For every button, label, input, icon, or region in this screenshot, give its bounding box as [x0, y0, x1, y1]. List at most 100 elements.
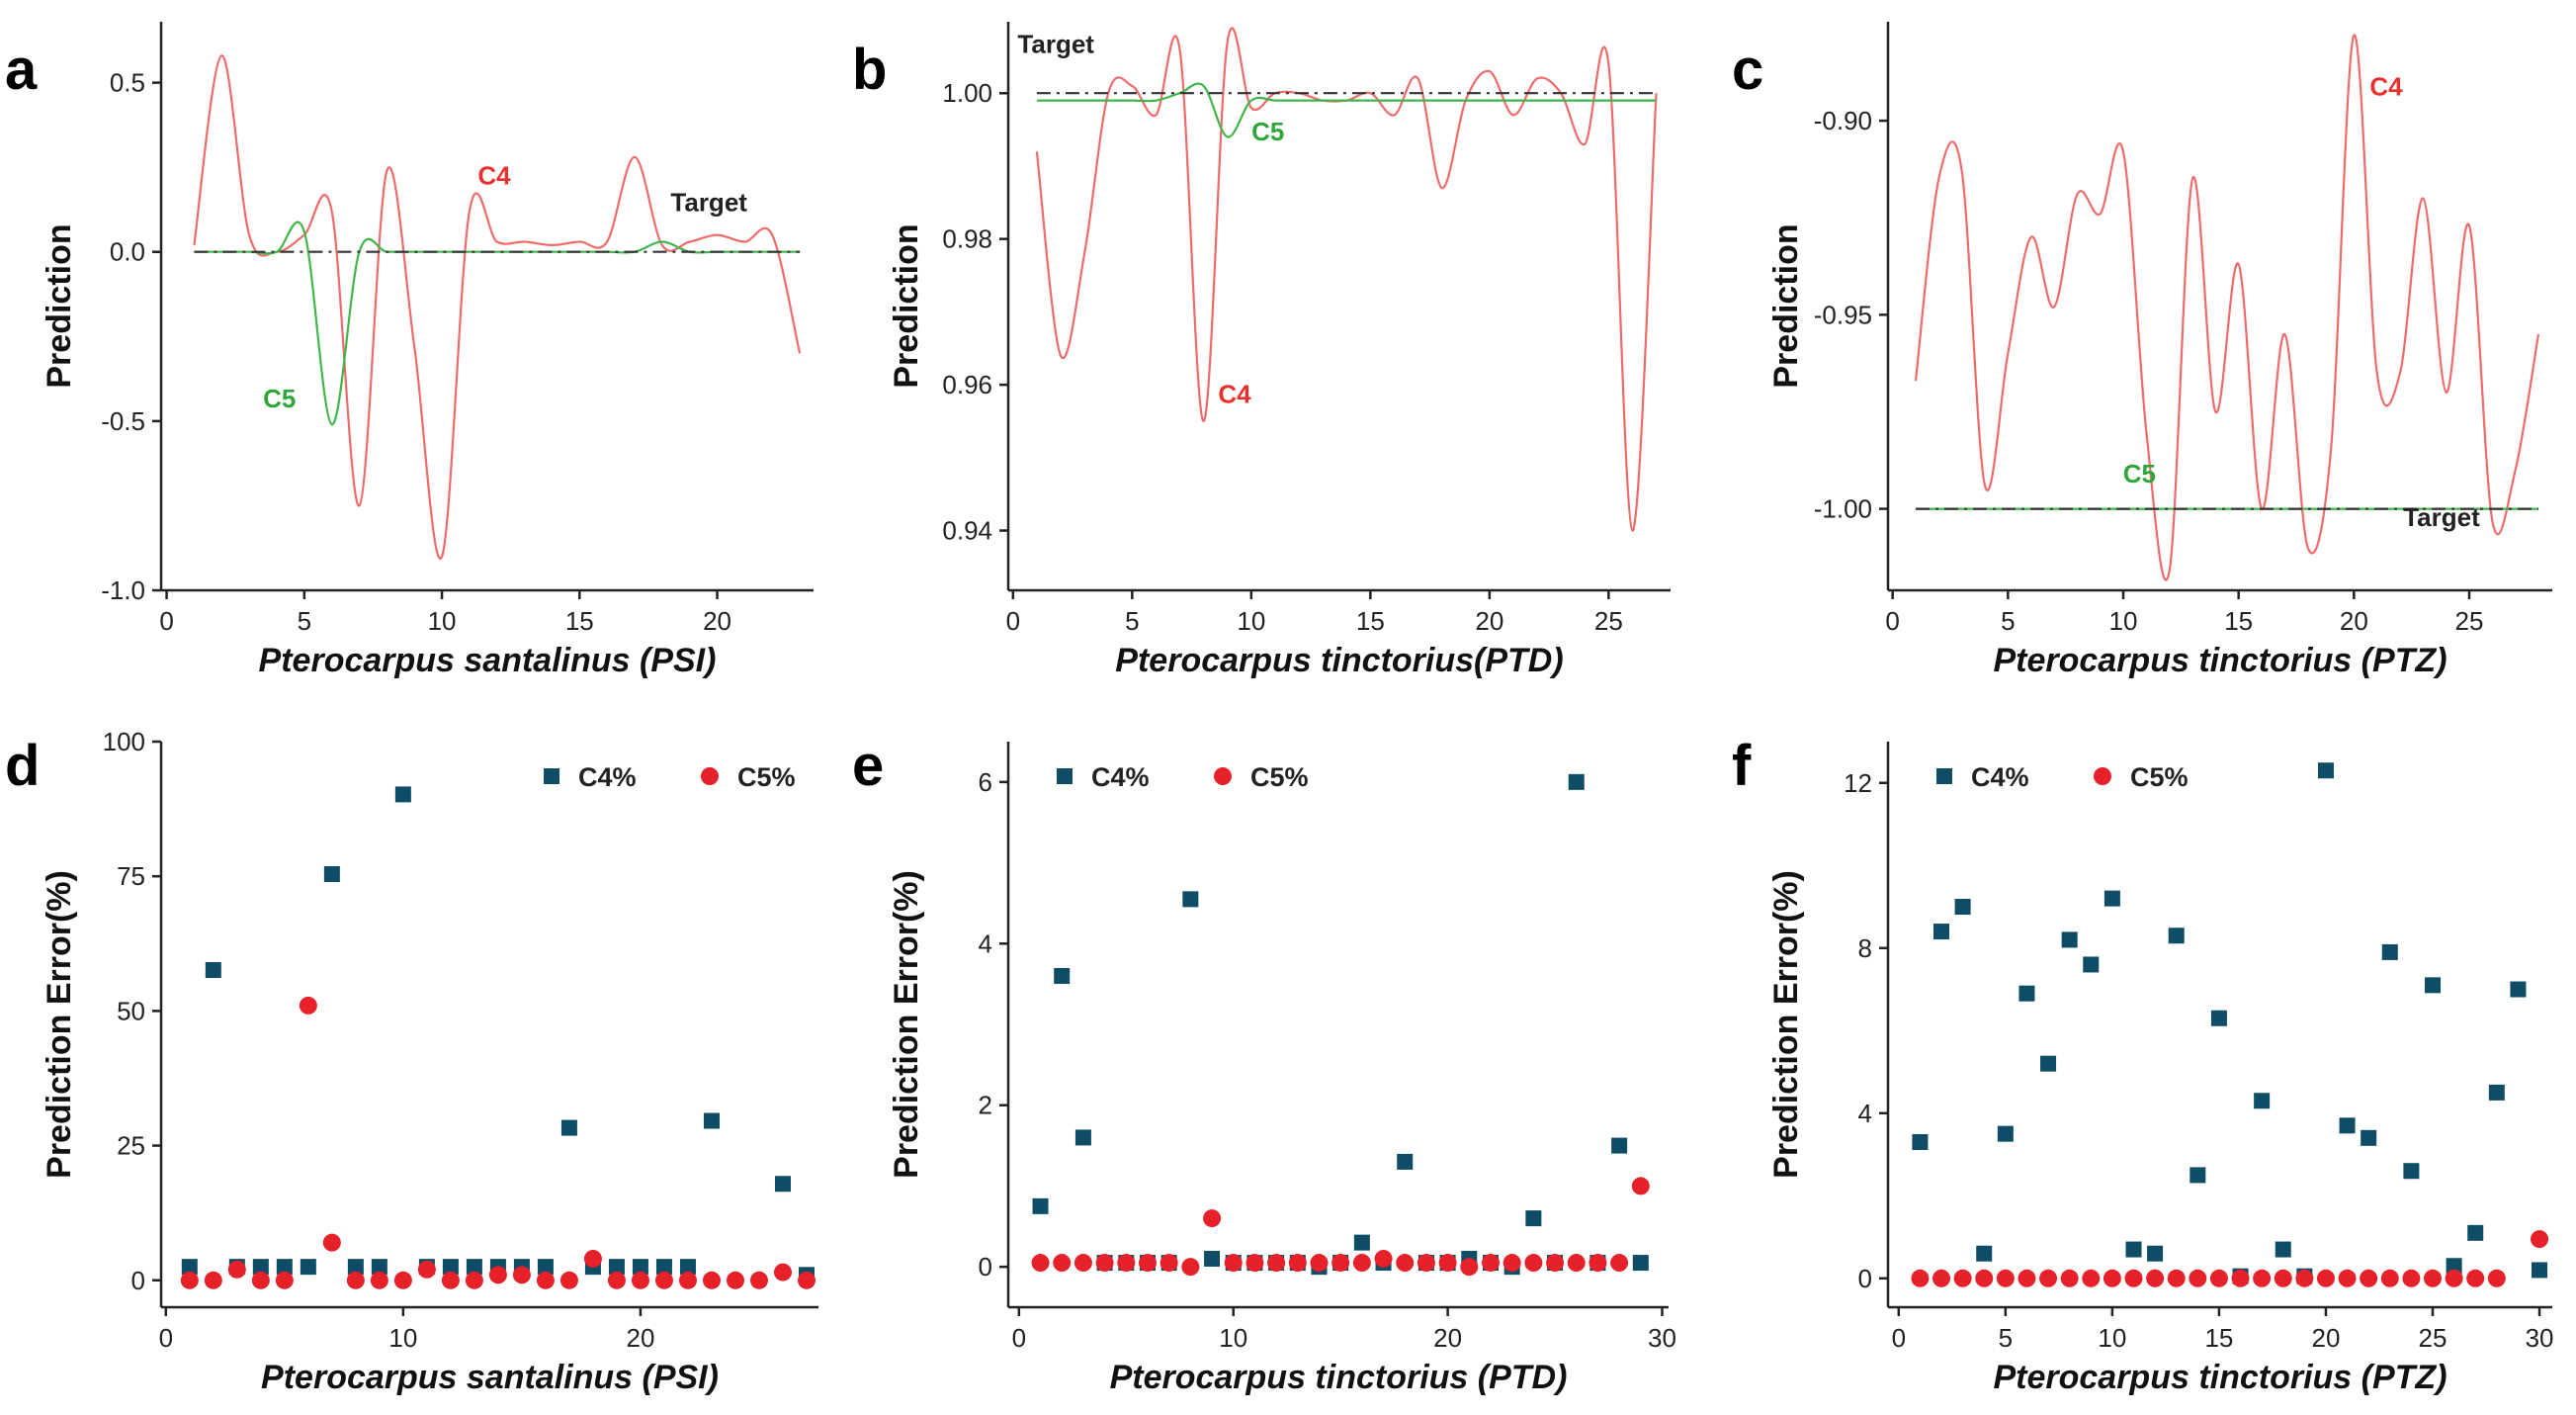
marker-c5	[536, 1271, 555, 1289]
x-tick-label: 25	[1594, 606, 1623, 636]
series-line-c4	[193, 54, 802, 560]
marker-c4	[2339, 1117, 2356, 1134]
y-tick-label: 0.5	[110, 68, 145, 98]
marker-c4	[1997, 1125, 2014, 1142]
marker-c4	[1397, 1153, 1414, 1170]
marker-c4	[679, 1259, 696, 1276]
x-axis-title: Pterocarpus tinctorius (PTZ)	[1993, 642, 2447, 679]
marker-c5	[1203, 1209, 1222, 1228]
marker-c4	[703, 1112, 720, 1129]
marker-c4	[252, 1259, 269, 1276]
marker-c4	[1954, 899, 1971, 916]
marker-c4	[632, 1259, 648, 1276]
marker-c5	[2531, 1230, 2549, 1249]
marker-c5	[1159, 1254, 1178, 1273]
marker-c4	[2424, 977, 2441, 994]
annotation-target: Target	[2403, 502, 2480, 532]
marker-c4	[560, 1119, 577, 1136]
x-tick-label: 20	[2311, 1323, 2340, 1353]
marker-c4	[394, 786, 411, 803]
panel-e: e 0 10 20 30 0 2 4 6 Pterocarpus tinctorius (PTD)…	[852, 734, 1676, 1396]
marker-c5	[2316, 1269, 2335, 1287]
y-axis-title: Prediction	[41, 223, 78, 388]
annotation-c4: C4	[1218, 380, 1251, 409]
marker-c5	[2124, 1269, 2143, 1287]
panel-b: b 0 5 10 15 20 25 0.94 0.96 0.98 1.00 Pterocarpus t…	[852, 22, 1671, 679]
panel-letter: f	[1732, 734, 1752, 798]
y-tick-label: 0.94	[942, 516, 992, 546]
marker-c4	[300, 1259, 316, 1276]
y-tick-label: -0.5	[101, 406, 145, 436]
legend-marker-c5	[1214, 767, 1232, 785]
x-tick-label: 5	[1999, 1323, 2013, 1353]
marker-c4	[347, 1259, 364, 1276]
marker-c5	[1374, 1249, 1393, 1268]
annotation-c4: C4	[477, 160, 511, 190]
marker-c5	[1481, 1254, 1500, 1273]
y-tick-label: 8	[1858, 933, 1872, 963]
marker-c5	[702, 1271, 721, 1289]
marker-c5	[797, 1271, 816, 1289]
marker-c4	[655, 1259, 672, 1276]
panel-letter: c	[1732, 38, 1763, 102]
legend-label-c5: C5%	[737, 762, 796, 792]
x-tick-label: 20	[626, 1323, 654, 1353]
marker-c5	[2231, 1269, 2250, 1287]
panel-a: a 0 5 10 15 20 -1.0 -0.5 0.0 0.5 Pterocarpus santa…	[5, 22, 814, 679]
marker-c5	[1117, 1254, 1136, 1273]
marker-c4	[2168, 928, 2185, 944]
marker-c5	[1975, 1269, 1994, 1287]
marker-c5	[1953, 1269, 1972, 1287]
marker-c5	[1138, 1254, 1157, 1273]
legend-label-c4: C4%	[1091, 762, 1150, 792]
marker-c5	[1181, 1258, 1200, 1277]
marker-c4	[323, 866, 340, 883]
marker-c5	[559, 1271, 578, 1289]
marker-c4	[466, 1259, 482, 1276]
marker-c5	[1310, 1254, 1329, 1273]
legend-label-c4: C4%	[1971, 762, 2029, 792]
panel-letter: e	[852, 734, 884, 798]
marker-c4	[2083, 956, 2100, 973]
y-tick-label: 50	[117, 996, 145, 1025]
marker-c4	[2061, 931, 2078, 948]
marker-c4	[1032, 1197, 1049, 1214]
x-tick-label: 30	[1648, 1323, 1676, 1353]
marker-c5	[2445, 1269, 2463, 1287]
marker-c5	[1460, 1258, 1479, 1277]
marker-c5	[488, 1266, 507, 1284]
marker-c4	[2381, 943, 2398, 960]
x-axis-title: Pterocarpus tinctorius(PTD)	[1115, 642, 1563, 679]
marker-c5	[607, 1271, 626, 1289]
marker-c5	[583, 1249, 602, 1268]
marker-c5	[2466, 1269, 2485, 1287]
marker-c4	[2254, 1093, 2271, 1109]
marker-c4	[2488, 1084, 2505, 1101]
x-tick-label: 25	[2455, 606, 2484, 636]
legend-marker-c4	[1936, 768, 1952, 784]
x-tick-label: 20	[2340, 606, 2368, 636]
marker-c5	[322, 1233, 341, 1252]
x-tick-label: 10	[2109, 606, 2138, 636]
x-tick-label: 5	[1125, 606, 1139, 636]
marker-c5	[2209, 1269, 2228, 1287]
marker-c5	[1589, 1254, 1607, 1273]
legend-label-c5: C5%	[2130, 762, 2189, 792]
panel-letter: d	[5, 734, 40, 798]
marker-c4	[1933, 924, 1950, 940]
marker-c5	[631, 1271, 649, 1289]
marker-c4	[2147, 1245, 2164, 1262]
marker-c4	[2361, 1129, 2377, 1146]
x-tick-label: 10	[1219, 1323, 1247, 1353]
marker-c5	[773, 1263, 792, 1282]
marker-c5	[2253, 1269, 2272, 1287]
x-tick-label: 5	[2001, 606, 2015, 636]
marker-c5	[204, 1271, 222, 1289]
marker-c5	[441, 1271, 460, 1289]
marker-c4	[2210, 1010, 2227, 1026]
marker-c4	[442, 1259, 459, 1276]
marker-c4	[371, 1259, 387, 1276]
marker-c5	[726, 1271, 744, 1289]
marker-c5	[2402, 1269, 2421, 1287]
